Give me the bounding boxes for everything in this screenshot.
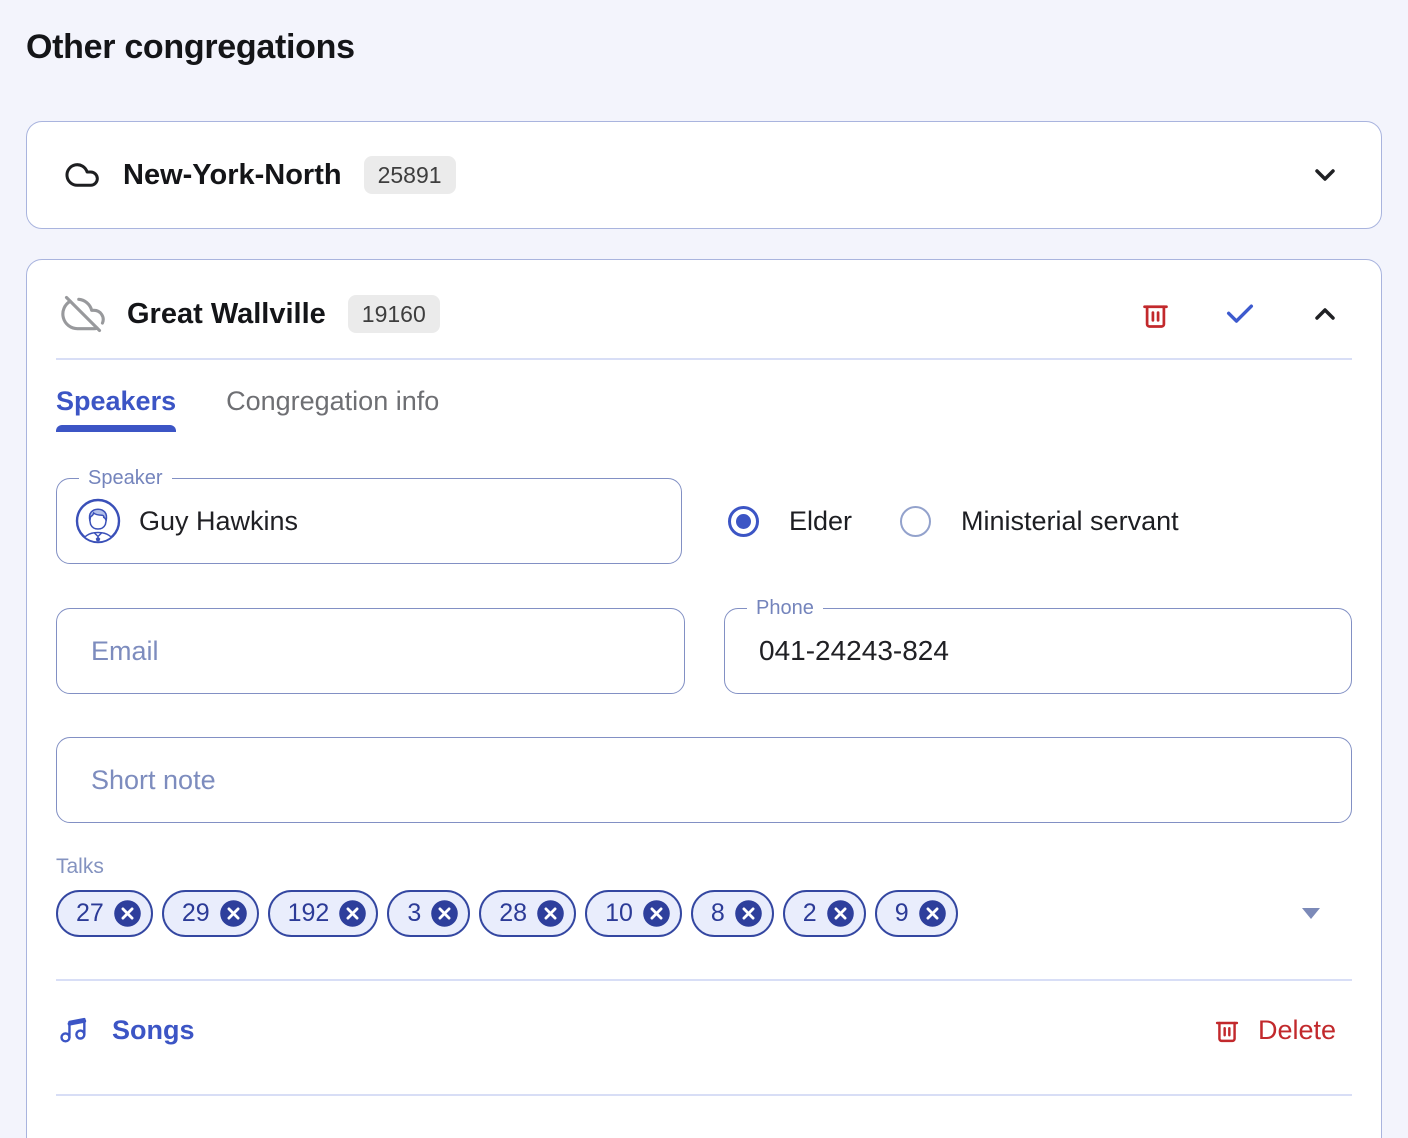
card-header: Great Wallville 19160 xyxy=(27,260,1381,336)
talk-chip[interactable]: 29 xyxy=(161,890,259,937)
radio-selected-icon[interactable] xyxy=(728,505,759,537)
music-note-icon xyxy=(56,1013,90,1047)
bottom-divider xyxy=(56,1094,1352,1096)
delete-label: Delete xyxy=(1257,1014,1336,1045)
congregation-name: Great Wallville xyxy=(127,297,326,330)
tab-label: Congregation info xyxy=(226,386,440,416)
congregation-name: New-York-North xyxy=(123,158,342,191)
role-radio-group: Elder Ministerial servant xyxy=(728,505,1179,537)
speaker-input[interactable] xyxy=(139,479,665,563)
tabs: Speakers Congregation info xyxy=(56,386,1352,432)
trash-icon xyxy=(1213,1016,1241,1044)
short-note-input[interactable] xyxy=(91,738,1335,822)
email-input[interactable] xyxy=(91,609,668,693)
talk-chip[interactable]: 28 xyxy=(479,890,577,937)
page: Other congregations New-York-North 25891 xyxy=(0,28,1408,1138)
chevron-up-icon[interactable] xyxy=(1309,298,1341,330)
talk-chip[interactable]: 8 xyxy=(690,890,774,937)
talk-chip-value: 28 xyxy=(499,899,528,927)
cloud-icon xyxy=(63,156,101,194)
speaker-field[interactable]: Speaker xyxy=(56,466,682,564)
card-content: Speakers Congregation info Speaker xyxy=(27,386,1381,1096)
tab-label: Speakers xyxy=(56,386,177,416)
talk-chip-value: 10 xyxy=(605,899,633,927)
phone-field[interactable]: Phone xyxy=(724,596,1352,694)
note-row xyxy=(56,737,1352,823)
radio-label: Elder xyxy=(789,505,853,536)
talk-chip[interactable]: 3 xyxy=(387,890,471,937)
check-icon[interactable] xyxy=(1223,297,1257,331)
radio-label: Ministerial servant xyxy=(961,505,1179,536)
talks-dropdown-caret-icon[interactable] xyxy=(1302,908,1320,919)
talk-chip-value: 192 xyxy=(287,899,330,927)
talk-chip[interactable]: 9 xyxy=(874,890,958,937)
remove-chip-icon[interactable] xyxy=(113,899,142,928)
talks-divider xyxy=(56,979,1352,981)
talk-chip-value: 3 xyxy=(407,899,422,927)
tab-congregation-info[interactable]: Congregation info xyxy=(226,386,439,432)
talk-chip-value: 29 xyxy=(181,899,210,927)
radio-unselected-icon[interactable] xyxy=(900,505,932,537)
talk-chip-value: 2 xyxy=(802,899,817,927)
speaker-field-label: Speaker xyxy=(79,466,172,490)
cloud-off-icon xyxy=(61,292,105,336)
speaker-row: Speaker xyxy=(56,466,1352,564)
congregation-card-collapsed[interactable]: New-York-North 25891 xyxy=(26,121,1382,229)
songs-button[interactable]: Songs xyxy=(56,1013,195,1047)
header-actions xyxy=(1140,297,1341,331)
remove-chip-icon[interactable] xyxy=(642,899,671,928)
talks-chips-row[interactable]: 27 29 192 3 28 xyxy=(56,890,1352,937)
congregation-number-badge: 19160 xyxy=(347,295,440,333)
talk-chip[interactable]: 2 xyxy=(782,890,866,937)
songs-label: Songs xyxy=(112,1014,195,1045)
chevron-down-icon[interactable] xyxy=(1309,159,1341,191)
talk-chip[interactable]: 27 xyxy=(56,890,153,937)
contact-row: Phone xyxy=(56,596,1352,694)
congregation-number-badge: 25891 xyxy=(363,156,456,194)
remove-chip-icon[interactable] xyxy=(430,899,459,928)
congregation-card-expanded: Great Wallville 19160 xyxy=(26,259,1382,1138)
talk-chip-value: 8 xyxy=(710,899,725,927)
short-note-field[interactable] xyxy=(56,737,1352,823)
talk-chip-value: 27 xyxy=(76,899,104,927)
active-tab-underline xyxy=(56,425,177,432)
email-field[interactable] xyxy=(56,608,685,694)
phone-input[interactable] xyxy=(759,609,1335,693)
talk-chip-value: 9 xyxy=(894,899,909,927)
talks-label: Talks xyxy=(56,855,104,878)
remove-chip-icon[interactable] xyxy=(918,899,947,928)
remove-chip-icon[interactable] xyxy=(536,899,565,928)
remove-chip-icon[interactable] xyxy=(338,899,367,928)
radio-option-ministerial-servant[interactable]: Ministerial servant xyxy=(900,505,1179,537)
talk-chip[interactable]: 10 xyxy=(585,890,682,937)
phone-field-label: Phone xyxy=(747,596,823,620)
remove-chip-icon[interactable] xyxy=(219,899,248,928)
speaker-footer-actions: Songs Delete xyxy=(56,1006,1352,1054)
remove-chip-icon[interactable] xyxy=(734,899,763,928)
talk-chip[interactable]: 192 xyxy=(267,890,379,937)
header-divider xyxy=(56,358,1352,360)
page-title: Other congregations xyxy=(26,28,355,66)
delete-speaker-button[interactable]: Delete xyxy=(1213,1015,1336,1046)
trash-icon[interactable] xyxy=(1140,299,1171,330)
avatar-icon xyxy=(75,498,121,544)
radio-option-elder[interactable]: Elder xyxy=(728,505,853,537)
remove-chip-icon[interactable] xyxy=(826,899,855,928)
tab-speakers[interactable]: Speakers xyxy=(56,386,177,432)
